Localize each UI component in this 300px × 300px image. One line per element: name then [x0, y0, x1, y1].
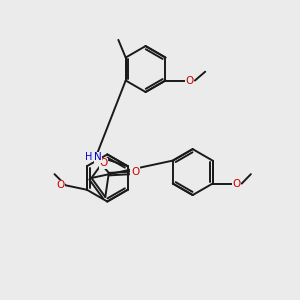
Text: O: O: [57, 180, 65, 190]
Text: O: O: [100, 158, 108, 168]
Text: O: O: [185, 76, 194, 85]
Text: H: H: [85, 152, 93, 162]
Text: N: N: [94, 152, 102, 162]
Text: O: O: [131, 167, 139, 177]
Text: O: O: [232, 178, 241, 189]
